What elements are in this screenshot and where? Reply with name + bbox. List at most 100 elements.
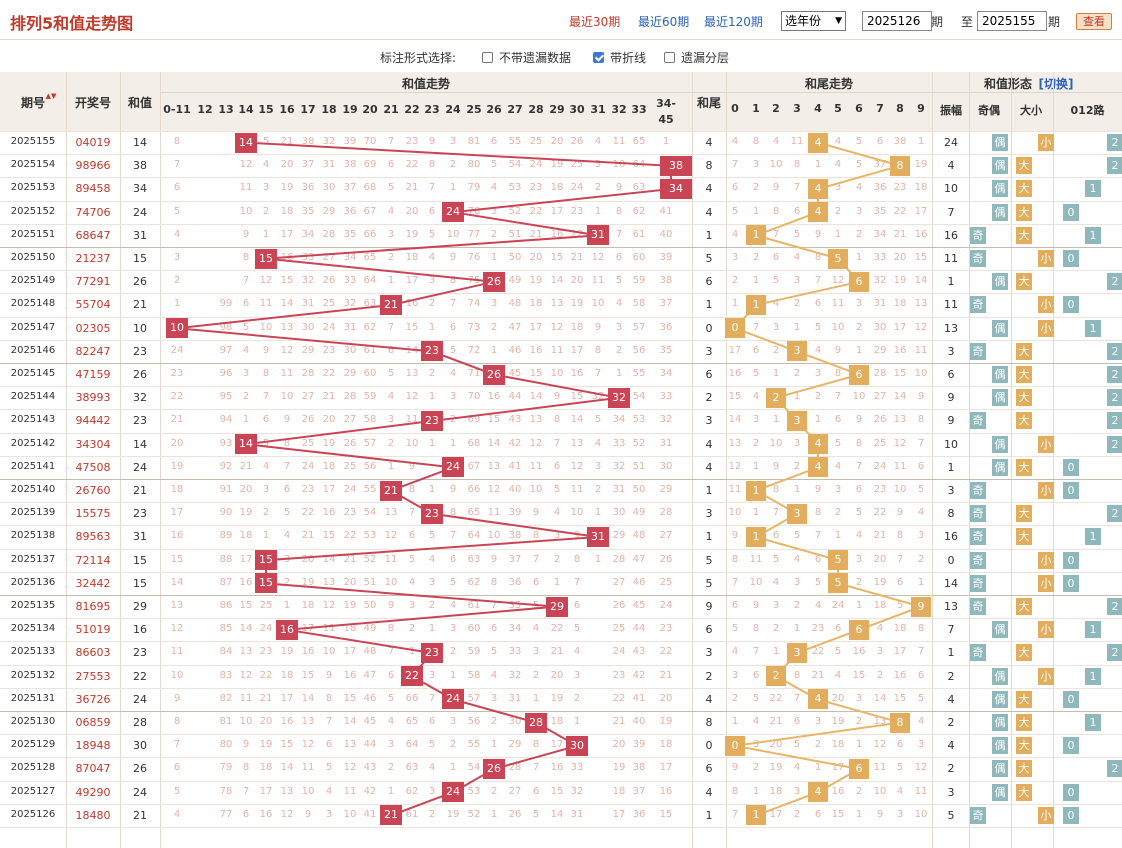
missing-value: 1 [594,205,602,217]
sum-hit: 31 [587,526,609,547]
missing-value: 12 [301,739,315,751]
missing-value: 50 [632,484,646,495]
missing-value: 49 [363,623,377,635]
missing-value: 12 [280,808,294,820]
draw-cell: 02305 [75,321,111,335]
missing-value: 11 [239,182,253,194]
missing-value: 8 [262,368,270,379]
missing-value: 13 [280,785,294,797]
missing-value: 2 [752,762,760,774]
missing-value: 33 [612,437,626,449]
option-prompt: 标注形式选择: [380,51,457,65]
missing-value: 95 [219,391,233,403]
period-120-link[interactable]: 最近120期 [704,15,763,29]
missing-value: 8 [731,785,739,797]
missing-value: 10 [831,321,845,333]
odd-even-badge: 偶 [992,319,1008,337]
from-issue-input[interactable]: 2025126 [862,11,932,31]
missing-value: 56 [363,460,377,472]
missing-value: 27 [301,391,315,403]
sum-cell: 16 [133,623,147,637]
missing-value: 3 [325,808,333,820]
big-small-badge: 大 [1016,226,1032,244]
missing-value: 16 [280,252,294,263]
missing-value: 24 [301,460,315,472]
missing-value: 17 [322,484,336,495]
missing-value: 69 [467,414,481,426]
sum-hit: 26 [483,364,505,385]
missing-value: 3 [490,298,498,310]
missing-value: 27 [659,530,673,542]
checkbox-icon[interactable] [664,52,675,63]
missing-value: 46 [632,576,646,588]
missing-value: 27 [508,785,522,797]
missing-value: 16 [322,507,336,519]
missing-value: 7 [731,576,739,588]
tail-cell: 8 [705,159,713,173]
missing-value: 19 [239,507,253,519]
option-label: 遗漏分层 [681,51,730,65]
missing-value: 18 [550,716,564,727]
missing-value: 34 [343,252,357,263]
sum-hit: 30 [566,735,588,756]
route-012-badge: 2 [1107,760,1122,778]
missing-value: 98 [219,321,233,333]
missing-value: 7 [917,437,925,449]
missing-value: 14 [343,716,357,727]
draw-cell: 55704 [75,298,111,312]
missing-value: 33 [343,275,357,287]
missing-value: 17 [612,808,626,820]
year-select[interactable]: 选年份 ▼ [781,11,846,31]
missing-value: 13 [893,414,907,426]
missing-value: 20 [529,252,543,263]
missing-value: 6 [387,344,395,356]
sum-cell: 21 [133,298,147,312]
missing-value: 9 [449,484,457,495]
sum-col-header: 16 [279,103,295,116]
missing-value: 9 [283,414,291,426]
tail-hit: 8 [890,712,910,733]
switch-link[interactable]: [切换] [1038,77,1074,91]
tail-cell: 4 [705,182,713,196]
missing-value: 35 [343,228,357,240]
missing-value: 1 [814,762,822,774]
sort-icon[interactable]: ▲▼ [45,92,57,100]
amp-cell: 4 [947,739,955,753]
period-60-link[interactable]: 最近60期 [638,15,690,29]
missing-value: 12 [914,762,928,774]
checkbox-icon[interactable] [482,52,493,63]
header-issue[interactable]: 期号 [20,96,45,110]
missing-value: 61 [467,600,481,611]
missing-value: 8 [855,437,863,449]
missing-value: 8 [917,414,925,426]
issue-cell: 2025146 [10,344,56,356]
query-button[interactable]: 查看 [1076,13,1112,30]
to-issue-input[interactable]: 2025155 [977,11,1047,31]
missing-value: 2 [594,484,602,495]
odd-even-badge: 偶 [992,458,1008,476]
amp-cell: 4 [947,692,955,706]
odd-even-badge: 偶 [992,621,1008,639]
option-layered[interactable]: 遗漏分层 [664,49,729,66]
missing-value: 6 [793,205,801,217]
missing-value: 48 [508,298,522,310]
missing-value: 23 [301,484,315,495]
missing-value: 39 [508,507,522,519]
odd-even-badge: 奇 [970,598,986,615]
missing-value: 33 [570,762,584,774]
checkbox-checked-icon[interactable] [593,52,604,63]
missing-value: 10 [570,507,584,519]
missing-value: 6 [855,484,863,495]
row-divider [0,757,1122,759]
missing-value: 2 [490,228,498,240]
odd-even-badge: 奇 [970,226,986,244]
period-30-link[interactable]: 最近30期 [569,15,621,29]
missing-value: 15 [487,414,501,426]
option-polyline[interactable]: 带折线 [593,49,646,66]
missing-value: 2 [283,576,291,588]
missing-value: 1 [490,808,498,820]
amp-cell: 13 [944,321,958,335]
missing-value: 21 [659,669,673,681]
missing-value: 61 [405,808,419,820]
option-no-missing[interactable]: 不带遗漏数据 [482,49,571,66]
